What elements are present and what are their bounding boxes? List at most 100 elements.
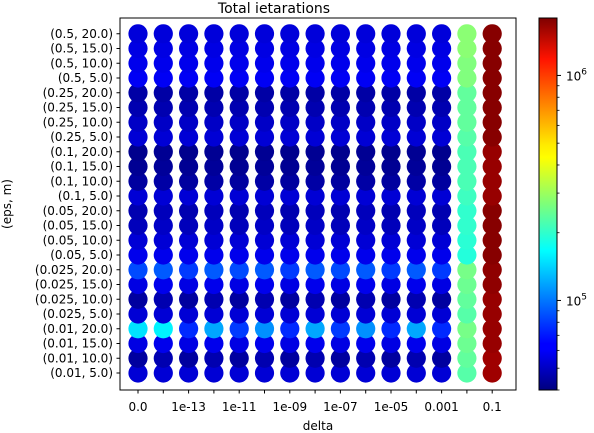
y-tick-label: (0.5, 20.0) bbox=[50, 27, 113, 41]
data-point bbox=[330, 245, 350, 265]
y-tick-label: (0.025, 10.0) bbox=[35, 292, 113, 306]
data-point bbox=[482, 83, 502, 103]
data-point bbox=[482, 38, 502, 59]
data-point bbox=[254, 363, 275, 383]
data-point bbox=[153, 156, 173, 177]
data-point bbox=[204, 156, 224, 177]
data-point bbox=[356, 348, 376, 368]
data-point bbox=[280, 24, 300, 44]
data-point bbox=[128, 127, 148, 147]
data-point bbox=[179, 112, 199, 132]
data-point bbox=[381, 289, 401, 309]
data-point bbox=[254, 274, 275, 295]
data-point bbox=[457, 127, 477, 147]
data-point bbox=[179, 289, 199, 309]
x-axis-label: delta bbox=[303, 419, 333, 433]
x-axis-ticks: 0.0 1e-13 1e-11 1e-09 1e-07 1e-05 0.001 0.1 bbox=[128, 390, 502, 414]
data-point bbox=[204, 319, 224, 339]
data-point bbox=[204, 348, 224, 368]
y-tick-label: (0.1, 5.0) bbox=[58, 189, 113, 203]
data-point bbox=[153, 348, 173, 368]
data-point bbox=[128, 348, 148, 368]
data-point bbox=[305, 53, 325, 73]
data-point bbox=[204, 289, 224, 309]
data-point bbox=[280, 215, 300, 236]
data-point bbox=[229, 274, 249, 295]
data-point bbox=[406, 83, 426, 103]
data-point bbox=[356, 83, 376, 103]
y-tick-label: (0.1, 15.0) bbox=[50, 160, 113, 174]
data-point bbox=[406, 186, 426, 206]
data-point bbox=[280, 245, 300, 265]
y-axis-ticks: (0.01, 5.0)(0.01, 10.0)(0.01, 15.0)(0.01… bbox=[35, 27, 120, 380]
data-point bbox=[482, 142, 502, 162]
data-point bbox=[153, 333, 173, 354]
data-point bbox=[330, 230, 350, 250]
data-point bbox=[432, 274, 452, 295]
data-point bbox=[482, 127, 502, 147]
y-tick-label: (0.5, 5.0) bbox=[58, 71, 113, 85]
data-point bbox=[254, 24, 275, 44]
data-point bbox=[381, 97, 401, 118]
data-point bbox=[128, 363, 148, 383]
data-point bbox=[330, 24, 350, 44]
data-point bbox=[280, 68, 300, 88]
data-point bbox=[280, 289, 300, 309]
data-point bbox=[229, 363, 249, 383]
data-point bbox=[128, 201, 148, 221]
data-point bbox=[330, 171, 350, 191]
data-point bbox=[128, 142, 148, 162]
data-point bbox=[381, 274, 401, 295]
data-point bbox=[381, 348, 401, 368]
data-point bbox=[482, 24, 502, 44]
data-point bbox=[381, 319, 401, 339]
data-point bbox=[153, 260, 173, 280]
data-point bbox=[229, 201, 249, 221]
data-point bbox=[204, 24, 224, 44]
y-tick-label: (0.25, 10.0) bbox=[43, 115, 113, 129]
data-point bbox=[432, 53, 452, 73]
data-point bbox=[153, 112, 173, 132]
data-point bbox=[280, 201, 300, 221]
data-point bbox=[482, 245, 502, 265]
chart-title: Total ietarations bbox=[217, 1, 330, 17]
data-point bbox=[305, 38, 325, 59]
data-point bbox=[128, 97, 148, 118]
data-point bbox=[432, 260, 452, 280]
data-point bbox=[179, 201, 199, 221]
data-point bbox=[229, 348, 249, 368]
data-point bbox=[204, 304, 224, 324]
data-point bbox=[432, 201, 452, 221]
y-tick-label: (0.025, 5.0) bbox=[43, 307, 113, 321]
data-point bbox=[356, 274, 376, 295]
data-point bbox=[204, 112, 224, 132]
data-point bbox=[305, 274, 325, 295]
data-point bbox=[356, 363, 376, 383]
data-point bbox=[179, 319, 199, 339]
data-point bbox=[280, 53, 300, 73]
data-point bbox=[305, 333, 325, 354]
data-point bbox=[432, 348, 452, 368]
data-point bbox=[153, 142, 173, 162]
data-point bbox=[482, 230, 502, 250]
y-tick-label: (0.1, 20.0) bbox=[50, 145, 113, 159]
data-point bbox=[305, 112, 325, 132]
data-point bbox=[406, 53, 426, 73]
data-point bbox=[482, 97, 502, 118]
data-point bbox=[128, 156, 148, 177]
data-point bbox=[457, 333, 477, 354]
data-point bbox=[330, 127, 350, 147]
data-point bbox=[128, 230, 148, 250]
data-point bbox=[280, 112, 300, 132]
data-point bbox=[432, 38, 452, 59]
data-point bbox=[432, 186, 452, 206]
data-point bbox=[179, 215, 199, 236]
data-point bbox=[406, 156, 426, 177]
data-point bbox=[432, 289, 452, 309]
data-point bbox=[204, 53, 224, 73]
data-point bbox=[254, 304, 275, 324]
data-point bbox=[330, 289, 350, 309]
data-point bbox=[381, 127, 401, 147]
data-point bbox=[128, 38, 148, 59]
